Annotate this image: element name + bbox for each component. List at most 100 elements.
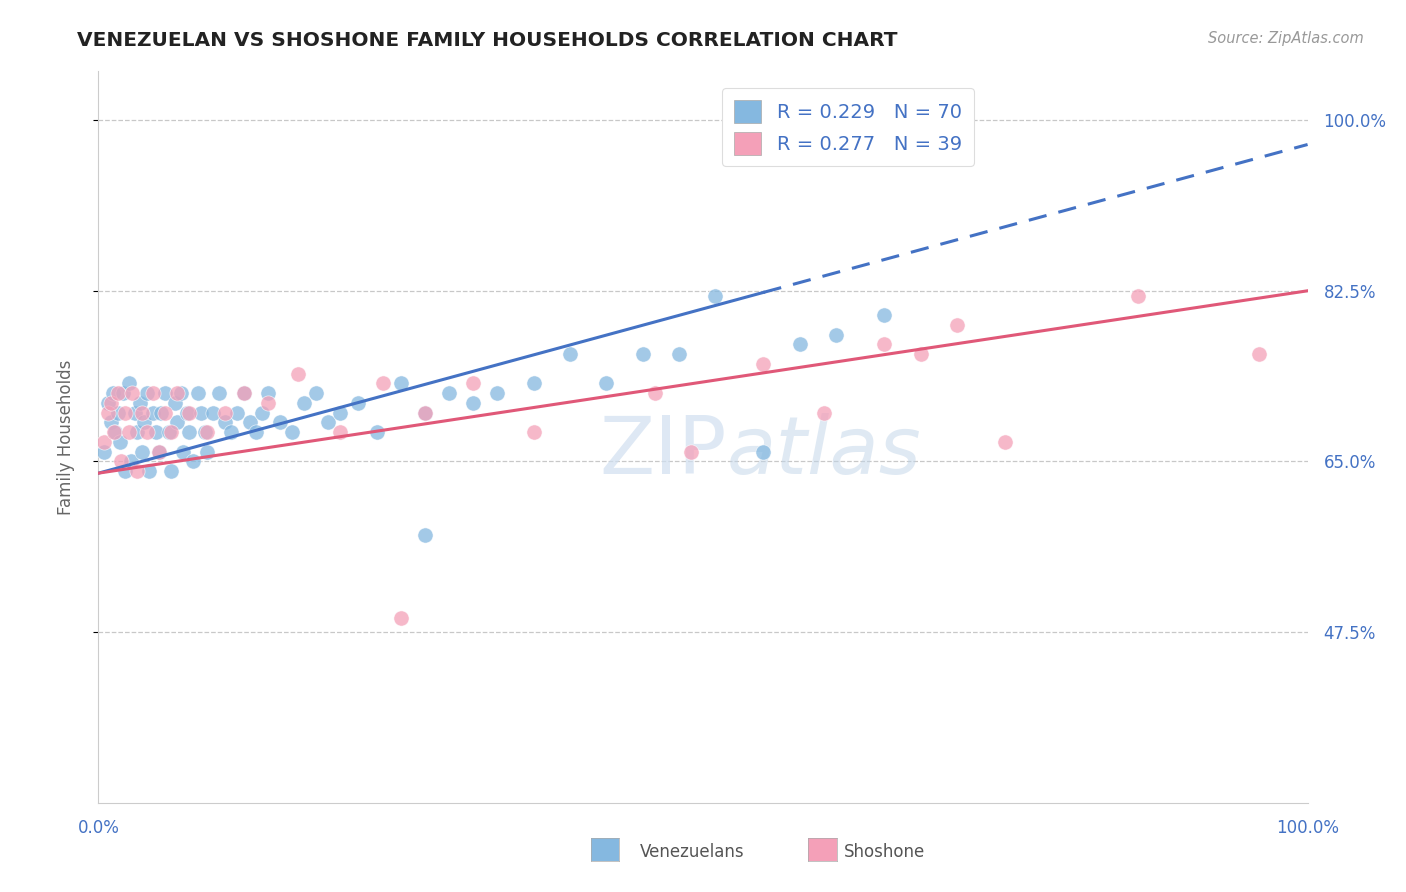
Point (103, 425, 125, 440)
Point (269, 416, 291, 430)
Point (111, 386, 134, 401)
Point (232, 386, 254, 401)
Point (413, 527, 436, 541)
Point (523, 425, 546, 440)
Point (305, 386, 328, 401)
Point (179, 425, 201, 440)
Point (437, 386, 460, 401)
Point (110, 454, 132, 468)
Point (316, 416, 339, 430)
Point (679, 444, 702, 458)
Point (118, 376, 141, 391)
Point (131, 444, 153, 458)
Point (107, 406, 129, 420)
Point (214, 406, 236, 420)
Point (190, 406, 212, 420)
Point (145, 425, 167, 440)
Point (366, 425, 388, 440)
Point (150, 406, 173, 420)
Point (134, 416, 156, 430)
Text: Source: ZipAtlas.com: Source: ZipAtlas.com (1208, 31, 1364, 46)
Point (463, 396, 485, 410)
Point (281, 425, 304, 440)
Point (187, 386, 209, 401)
Point (179, 406, 201, 420)
Point (523, 376, 546, 391)
Point (93, 434, 115, 449)
Point (668, 347, 690, 361)
Text: Shoshone: Shoshone (844, 843, 925, 861)
Text: Venezuelans: Venezuelans (640, 843, 744, 861)
Point (176, 406, 198, 420)
Text: VENEZUELAN VS SHOSHONE FAMILY HOUSEHOLDS CORRELATION CHART: VENEZUELAN VS SHOSHONE FAMILY HOUSEHOLDS… (77, 31, 898, 50)
Point (160, 425, 183, 440)
Point (104, 425, 127, 440)
Point (250, 406, 273, 420)
Point (131, 406, 153, 420)
Text: ZIP: ZIP (600, 413, 727, 491)
Point (873, 337, 896, 351)
Point (169, 386, 191, 401)
Point (389, 376, 412, 391)
Point (135, 386, 157, 401)
Point (101, 386, 124, 401)
Point (644, 386, 666, 401)
Point (120, 454, 142, 468)
Point (752, 357, 775, 371)
Point (287, 367, 309, 381)
Point (194, 425, 217, 440)
Point (558, 347, 581, 361)
Point (93, 444, 115, 458)
Point (153, 386, 176, 401)
Point (118, 425, 141, 440)
Point (413, 406, 436, 420)
Point (329, 425, 352, 440)
Point (142, 386, 165, 401)
Point (292, 396, 315, 410)
Point (486, 386, 509, 401)
Point (163, 396, 186, 410)
Point (160, 464, 183, 478)
Point (97, 396, 120, 410)
Point (166, 416, 188, 430)
Legend: R = 0.229   N = 70, R = 0.277   N = 39: R = 0.229 N = 70, R = 0.277 N = 39 (723, 88, 974, 167)
Point (121, 386, 143, 401)
Point (172, 444, 194, 458)
Point (195, 444, 218, 458)
Point (166, 386, 188, 401)
Point (413, 406, 436, 420)
Point (256, 386, 278, 401)
Point (704, 288, 727, 302)
Point (128, 396, 150, 410)
Point (789, 337, 811, 351)
Point (202, 406, 225, 420)
Point (107, 386, 129, 401)
Point (221, 425, 243, 440)
Point (157, 425, 180, 440)
Point (371, 376, 394, 391)
Point (752, 444, 775, 458)
Point (135, 425, 157, 440)
Point (214, 416, 236, 430)
Point (389, 610, 412, 624)
Point (256, 396, 278, 410)
Y-axis label: Family Households: Family Households (56, 359, 75, 515)
Text: atlas: atlas (727, 413, 922, 491)
Point (181, 454, 204, 468)
Point (208, 386, 231, 401)
Point (595, 376, 617, 391)
Point (245, 425, 267, 440)
Point (153, 406, 176, 420)
Point (114, 406, 136, 420)
Point (108, 434, 131, 449)
Point (127, 425, 149, 440)
Point (232, 386, 254, 401)
Point (127, 464, 149, 478)
Point (100, 396, 122, 410)
Point (873, 308, 896, 322)
Point (1128, 288, 1150, 302)
Point (347, 396, 370, 410)
Point (813, 406, 835, 420)
Point (994, 434, 1017, 449)
Point (138, 464, 160, 478)
